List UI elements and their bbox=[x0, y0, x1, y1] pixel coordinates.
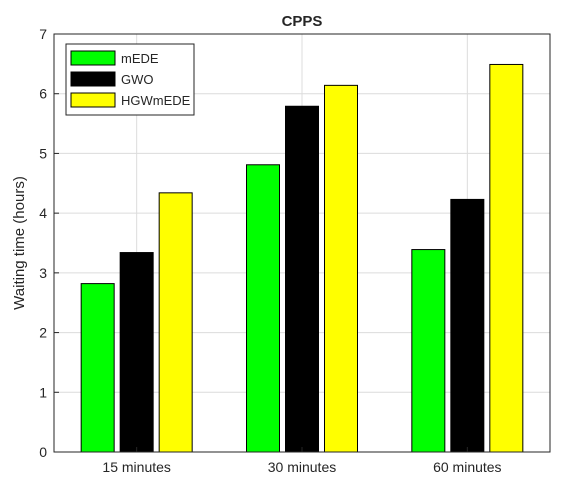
chart-title: CPPS bbox=[282, 13, 323, 30]
y-tick-label: 6 bbox=[39, 86, 47, 102]
bar-hgwmede-1 bbox=[324, 84, 358, 453]
legend: mEDE GWO HGWmEDE bbox=[65, 43, 195, 116]
bars bbox=[80, 63, 524, 453]
x-tick-label: 30 minutes bbox=[268, 459, 336, 475]
legend-swatch-gwo bbox=[70, 71, 116, 87]
bar-mede-2 bbox=[411, 249, 446, 453]
bar-gwo-2 bbox=[450, 198, 485, 453]
bar-gwo-1 bbox=[285, 105, 319, 453]
y-tick-label: 5 bbox=[39, 145, 47, 161]
axis-ticks: 0 1 2 3 4 5 6 7 15 minutes 30 minutes 60 minutes bbox=[39, 26, 501, 475]
y-axis-label: Waiting time (hours) bbox=[11, 176, 28, 310]
x-tick-label: 60 minutes bbox=[433, 459, 501, 475]
legend-swatch-hgwmede bbox=[70, 92, 116, 108]
y-tick-label: 7 bbox=[39, 26, 47, 42]
y-tick-label: 0 bbox=[39, 444, 47, 460]
legend-label-gwo: GWO bbox=[121, 72, 154, 87]
x-tick-label: 15 minutes bbox=[102, 459, 170, 475]
bar-hgwmede-0 bbox=[158, 192, 193, 453]
y-tick-label: 3 bbox=[39, 265, 47, 281]
bar-hgwmede-2 bbox=[489, 63, 524, 453]
y-tick-label: 4 bbox=[39, 205, 47, 221]
bar-gwo-0 bbox=[119, 252, 154, 453]
legend-swatch-mede bbox=[70, 50, 116, 66]
y-tick-label: 1 bbox=[39, 384, 47, 400]
legend-label-hgwmede: HGWmEDE bbox=[121, 93, 191, 108]
y-tick-label: 2 bbox=[39, 325, 47, 341]
bar-mede-1 bbox=[246, 164, 280, 453]
legend-label-mede: mEDE bbox=[121, 51, 159, 66]
bar-mede-0 bbox=[80, 283, 115, 453]
